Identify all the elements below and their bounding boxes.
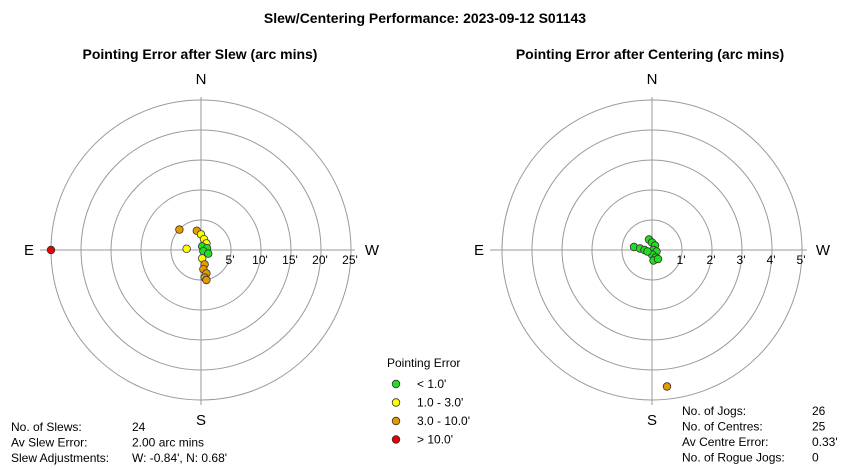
- slew-ring-label: 15': [282, 253, 298, 267]
- legend-marker-1to3: [391, 398, 401, 407]
- chart-title: Slew/Centering Performance: 2023-09-12 S…: [264, 10, 586, 26]
- centering-ring-label: 1': [677, 253, 686, 267]
- centering-error-plot: Pointing Error after Centering (arc mins…: [474, 46, 831, 429]
- legend-marker-lt1: [391, 379, 401, 389]
- slew-stat-value: 2.00 arc mins: [132, 436, 204, 450]
- slew-dir-east: E: [24, 242, 34, 259]
- slew-dir-west: W: [365, 242, 380, 259]
- legend-marker-3to10: [391, 416, 401, 426]
- centering-ring-label: 5': [797, 253, 806, 267]
- legend-label-lt1: < 1.0': [417, 377, 446, 391]
- slew-stat-label: Slew Adjustments:: [11, 451, 109, 465]
- slew-data-point: [46, 245, 56, 255]
- centering-stat-label: No. of Centres:: [682, 420, 763, 434]
- centering-dir-south: S: [647, 412, 657, 429]
- slew-stat-value: 24: [132, 420, 146, 434]
- centering-plot-title: Pointing Error after Centering (arc mins…: [516, 46, 784, 62]
- slew-data-point: [203, 249, 213, 258]
- centering-stat-label: No. of Rogue Jogs:: [682, 451, 785, 465]
- legend-title: Pointing Error: [387, 356, 460, 370]
- slew-ring-label: 5': [226, 253, 235, 267]
- slew-stat-value: W: -0.84', N: 0.68': [132, 451, 227, 465]
- centering-stat-value: 0.33': [812, 435, 838, 449]
- centering-stat-value: 25: [812, 420, 826, 434]
- slew-points: [46, 225, 213, 285]
- slew-stat-label: Av Slew Error:: [11, 436, 87, 450]
- centering-ring-label: 2': [707, 253, 716, 267]
- slew-data-point: [202, 275, 211, 285]
- centering-dir-east: E: [474, 242, 484, 259]
- centering-dir-north: N: [647, 71, 658, 88]
- slew-ring-label: 10': [252, 253, 268, 267]
- legend-marker-gt10: [391, 435, 401, 444]
- slew-dir-north: N: [196, 71, 207, 88]
- slew-stat-label: No. of Slews:: [11, 420, 82, 434]
- legend-items: < 1.0' 1.0 - 3.0' 3.0 - 10.0' > 10.0': [391, 377, 470, 447]
- slew-data-point: [182, 244, 191, 253]
- centering-ring-label: 4': [767, 253, 776, 267]
- slew-dir-south: S: [196, 412, 206, 429]
- centering-data-point: [662, 382, 672, 391]
- centering-stat-label: Av Centre Error:: [682, 435, 768, 449]
- centering-stat-value: 0: [812, 451, 819, 465]
- slew-stats: No. of Slews: 24 Av Slew Error: 2.00 arc mi…: [11, 420, 227, 465]
- centering-stats: No. of Jogs: 26 No. of Centres: 25 Av Centre…: [682, 404, 838, 465]
- slew-ring-label: 20': [312, 253, 328, 267]
- slew-error-plot: Pointing Error after Slew (arc mins) N S…: [24, 46, 380, 429]
- legend-label-3to10: 3.0 - 10.0': [417, 414, 470, 428]
- slew-data-point: [175, 225, 184, 234]
- centering-ring-labels: 1' 2' 3' 4' 5': [677, 253, 806, 267]
- centering-ring-label: 3': [737, 253, 746, 267]
- centering-dir-west: W: [816, 242, 831, 259]
- centering-stat-label: No. of Jogs:: [682, 404, 746, 418]
- centering-stat-value: 26: [812, 404, 826, 418]
- legend-label-1to3: 1.0 - 3.0': [417, 396, 463, 410]
- slew-ring-labels: 5' 10' 15' 20' 25': [226, 253, 358, 267]
- centering-data-point: [653, 254, 663, 264]
- legend-label-gt10: > 10.0': [417, 433, 453, 447]
- slew-ring-label: 25': [342, 253, 358, 267]
- legend: Pointing Error < 1.0' 1.0 - 3.0' 3.0 - 10.…: [387, 356, 470, 447]
- slew-plot-title: Pointing Error after Slew (arc mins): [83, 46, 318, 62]
- centering-data-point: [643, 247, 652, 256]
- centering-points: [629, 235, 672, 391]
